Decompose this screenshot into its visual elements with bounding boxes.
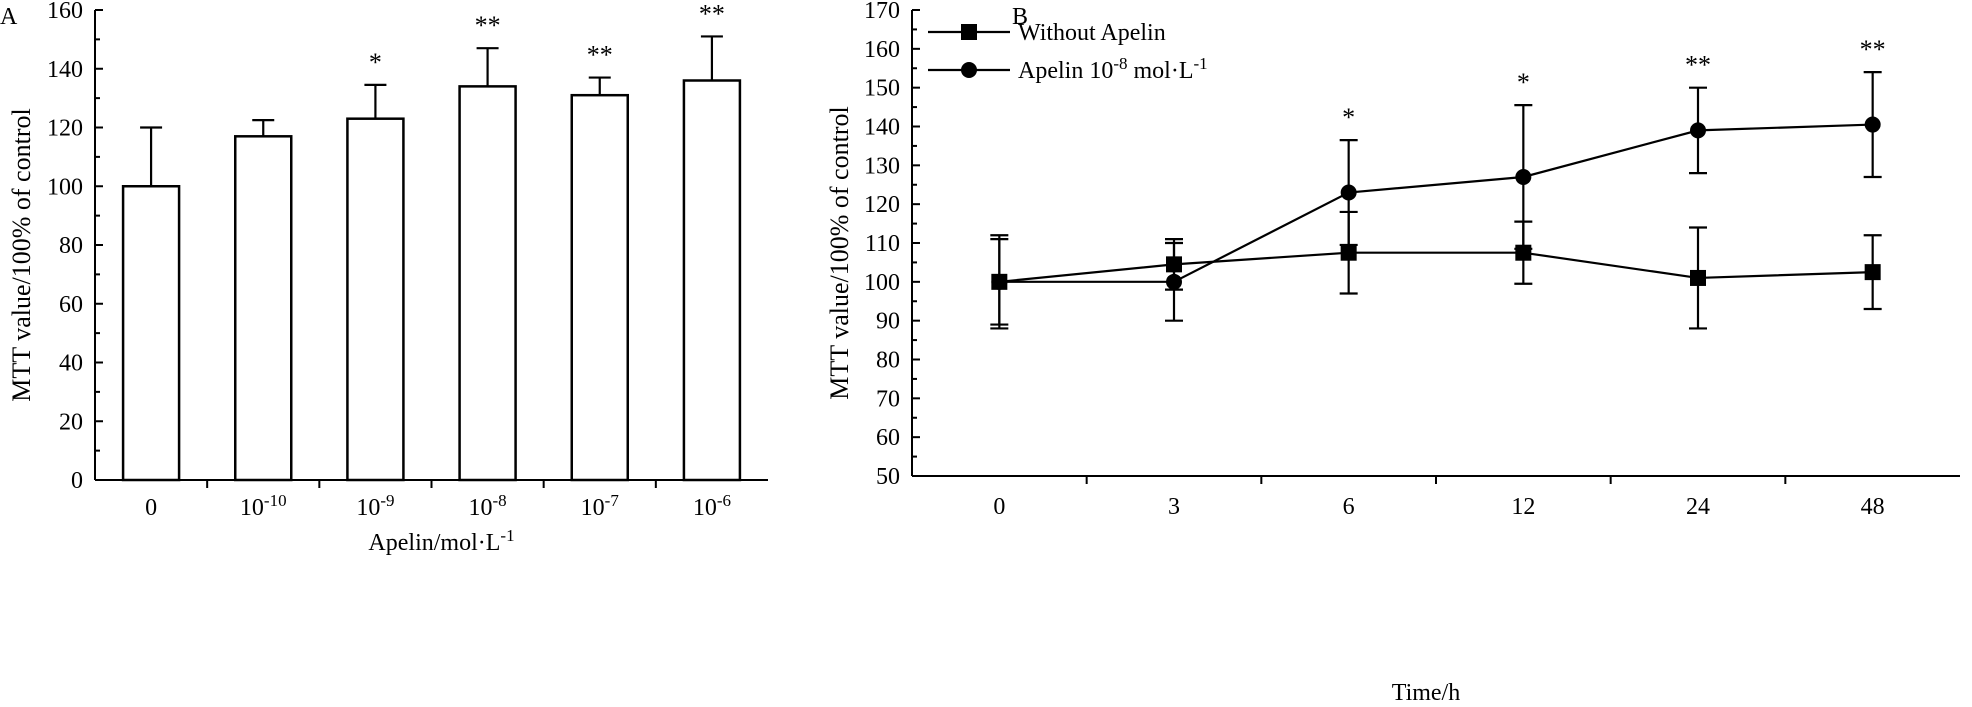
panel-b-x-tick-label: 3 [1168, 494, 1180, 520]
panel-b-marker-without-apelin [1340, 244, 1357, 261]
panel-a-y-label: MTT value/100% of control [7, 108, 36, 401]
panel-b-x-tick-label: 24 [1686, 494, 1710, 520]
panel-a-error-bar [476, 47, 499, 87]
panel-b-marker-without-apelin [1515, 244, 1532, 261]
panel-b-marker-apelin [1166, 273, 1182, 290]
panel-a-bar [234, 135, 293, 482]
panel-b-x-tick-label: 6 [1343, 494, 1355, 520]
panel-a-x-tick-label: 10-9 [356, 491, 394, 522]
panel-a-error-bar [588, 76, 611, 96]
panel-a-error-bar [700, 35, 723, 81]
panel-a-y-tick-label: 60 [59, 292, 83, 318]
panel-a-bar [121, 185, 181, 482]
panel-b-x-label: Time/h [1392, 680, 1460, 706]
panel-a-bar [682, 79, 742, 482]
panel-a-x-label: Apelin/mol·L-1 [368, 526, 514, 557]
panel-a-y-tick-label: 100 [47, 174, 83, 200]
panel-b-y-tick-label: 130 [864, 153, 900, 179]
legend-marker-circle [961, 62, 977, 78]
panel-b-y-tick-label: 110 [865, 231, 900, 257]
panel-b-label: B [1012, 4, 1028, 30]
panel-b-y-tick-label: 120 [864, 192, 900, 218]
panel-b-marker-apelin [1690, 122, 1706, 139]
panel-a-x-tick-label: 10-8 [468, 491, 506, 522]
panel-b-line-apelin [999, 123, 1873, 283]
panel-b-significance: * [1517, 68, 1530, 97]
panel-b-y-tick-label: 90 [876, 309, 900, 335]
panel-a-bar [570, 93, 629, 482]
panel-b-y-tick-label: 100 [864, 270, 900, 296]
legend-marker-square [961, 24, 977, 40]
panel-a-y-tick-label: 140 [47, 57, 83, 83]
legend-label: Apelin 10-8 mol·L-1 [1018, 54, 1208, 85]
panel-a-significance: ** [699, 0, 725, 28]
panel-a-x-tick-label: 0 [145, 495, 157, 521]
panel-a-error-bar [252, 119, 275, 137]
panel-b-y-label: MTT value/100% of control [825, 106, 854, 399]
panel-a-x-tick-label: 10-6 [693, 491, 731, 522]
panel-b-marker-without-apelin [1166, 256, 1182, 273]
panel-b-y-tick-label: 160 [864, 37, 900, 63]
panel-a-y-tick-label: 20 [59, 409, 83, 435]
panel-a-error-bar [140, 126, 163, 187]
panel-a-significance: ** [475, 11, 501, 40]
panel-b-y-tick-label: 50 [876, 464, 900, 490]
panel-b-marker-apelin [991, 273, 1008, 290]
panel-b-marker-without-apelin [1864, 264, 1881, 281]
panel-a: A 0 20 40 60 80 100 120 140 160 0 10-10 * 10-9 ** 10-8… [0, 0, 768, 556]
panel-b-y-tick-label: 60 [876, 425, 900, 451]
panel-a-y-tick-label: 0 [71, 468, 83, 494]
panel-b-y-tick-label: 150 [864, 76, 900, 102]
panel-b-y-tick-label: 140 [864, 115, 900, 141]
panel-b-significance: ** [1685, 51, 1711, 80]
panel-b-x-tick-label: 0 [993, 494, 1005, 520]
panel-a-bar [458, 85, 517, 482]
panel-b-marker-apelin [1340, 184, 1357, 201]
panel-b-significance: * [1342, 103, 1355, 132]
panel-b-x-tick-label: 12 [1511, 494, 1535, 520]
panel-b-marker-without-apelin [1690, 269, 1706, 286]
panel-a-y-tick-label: 120 [47, 116, 83, 142]
panel-a-error-bar [364, 83, 387, 119]
panel-b-legend: Without Apelin Apelin 10-8 mol·L-1 [928, 20, 1208, 84]
panel-b-marker-apelin [1864, 116, 1881, 133]
legend-label: Without Apelin [1018, 20, 1166, 46]
panel-a-label: A [0, 4, 18, 30]
panel-b-significance: ** [1860, 35, 1886, 64]
panel-a-y-tick-label: 160 [47, 0, 83, 24]
panel-b-line-without-apelin [999, 251, 1873, 283]
panel-a-y-tick-label: 80 [59, 233, 83, 259]
panel-b: B 50 60 70 80 90 100 110 120 130 140 150 160 170 0 3 6 1… [825, 0, 1960, 706]
panel-a-y-tick-label: 40 [59, 351, 83, 377]
panel-b-x-tick-label: 48 [1861, 494, 1885, 520]
panel-a-bar [346, 117, 405, 482]
panel-b-y-tick-label: 80 [876, 348, 900, 374]
panel-a-x-tick-label: 10-10 [240, 491, 287, 522]
panel-a-x-tick-label: 10-7 [581, 491, 620, 522]
panel-b-marker-apelin [1515, 168, 1532, 185]
panel-b-y-tick-label: 70 [876, 386, 900, 412]
panel-b-y-tick-label: 170 [864, 0, 900, 24]
panel-a-significance: ** [587, 41, 613, 70]
panel-a-significance: * [369, 48, 382, 77]
